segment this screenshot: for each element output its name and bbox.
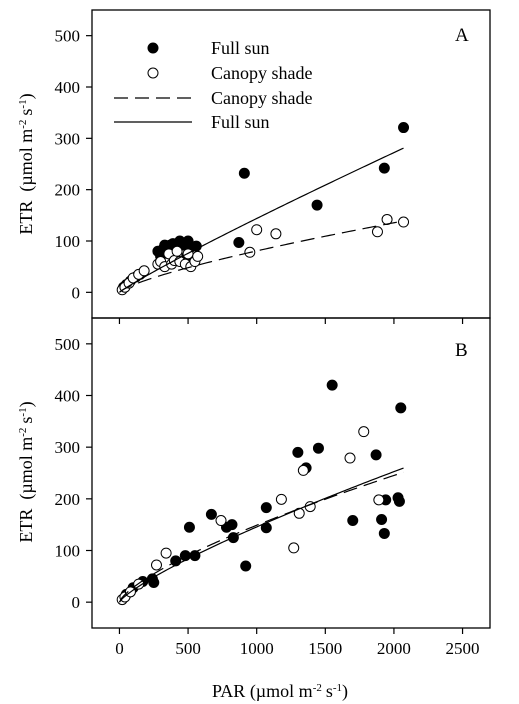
x-tick-label: 500	[175, 639, 201, 658]
x-tick-label: 1000	[240, 639, 274, 658]
legend-full-sun-fit-label: Full sun	[211, 112, 270, 132]
panel-b-full-sun-point	[183, 521, 195, 533]
x-tick-label: 1500	[308, 639, 342, 658]
panel-a-full-sun-fit-line	[119, 147, 404, 293]
x-tick-label: 2500	[446, 639, 480, 658]
panel-b-full-sun-point	[393, 495, 405, 507]
panel-b-canopy-shade-point	[373, 494, 385, 506]
panel-b-full-sun-point	[326, 379, 338, 391]
panel-a-letter: A	[455, 25, 469, 46]
panel-b-y-tick-label: 0	[72, 593, 81, 612]
panel-b-letter: B	[455, 340, 468, 361]
panel-a-plot: A Full sun Canopy shade Canopy shade Ful…	[16, 9, 491, 319]
panel-b-canopy-shade-point	[358, 426, 370, 438]
panel-b-canopy-shade-point	[275, 493, 287, 505]
panel-a-full-sun-point	[398, 122, 410, 134]
x-tick-label: 2000	[377, 639, 411, 658]
panel-b-frame	[91, 317, 491, 629]
panel-b-y-tick-label: 400	[55, 387, 81, 406]
panel-b-full-sun-point	[292, 446, 304, 458]
panel-a-frame	[91, 9, 491, 319]
panel-a-y-tick-label: 100	[55, 232, 81, 251]
panel-b-y-tick-label: 500	[55, 335, 81, 354]
panel-b-full-sun-fit-line	[118, 467, 404, 603]
panel-b-full-sun-point	[378, 527, 390, 539]
panel-b-canopy-shade-fit-line	[118, 471, 404, 603]
panel-b-full-sun-point	[170, 555, 182, 567]
panel-a-full-sun-point	[311, 199, 323, 211]
panel-a-canopy-shade-point	[371, 226, 383, 238]
panel-a-y-tick-label: 500	[55, 27, 81, 46]
panel-a-canopy-shade-point	[251, 224, 263, 236]
panel-a-full-sun-point	[233, 237, 245, 249]
panel-b-full-sun-point	[226, 519, 238, 531]
panel-b-y-tick-label: 200	[55, 490, 81, 509]
panel-b-full-sun-point	[347, 515, 359, 527]
panel-a-full-sun-point	[238, 167, 250, 179]
legend-canopy-shade-marker	[147, 67, 159, 79]
panel-b-canopy-shade-point	[297, 464, 309, 476]
panel-b-y-axis-title: ETR(µmol m-2s-1)	[16, 401, 37, 542]
panel-b-y-tick-label: 100	[55, 542, 81, 561]
panel-b-canopy-shade-point	[288, 542, 300, 554]
panel-b-full-sun-point	[260, 502, 272, 514]
panel-a-canopy-shade-point	[192, 250, 204, 262]
panel-a-y-axis-title: ETR(µmol m-2s-1)	[16, 93, 37, 234]
panel-b-y-tick-label: 300	[55, 438, 81, 457]
panel-a-canopy-shade-point	[171, 245, 183, 257]
panel-b-full-sun-point	[240, 560, 252, 572]
legend-full-sun-points-label: Full sun	[211, 38, 270, 58]
panel-a-canopy-shade-point	[138, 265, 150, 277]
panel-b-canopy-shade-point	[344, 452, 356, 464]
panel-a-canopy-shade-fit-line	[119, 220, 404, 293]
panel-a-canopy-shade-point	[398, 216, 410, 228]
chart-marks: 0 100 200 300 400 500 0 100 200 300 400 500 0 500 1000…	[55, 27, 480, 658]
legend: Full sun Canopy shade Canopy shade Full …	[114, 38, 312, 132]
panel-a-y-tick-label: 300	[55, 129, 81, 148]
legend-canopy-shade-fit-label: Canopy shade	[211, 88, 312, 108]
panel-b-full-sun-point	[376, 514, 388, 525]
panel-b-full-sun-point	[205, 508, 217, 520]
legend-full-sun-marker	[147, 42, 159, 54]
panel-a-y-tick-label: 0	[72, 283, 81, 302]
panel-b-plot: B ETR(µmol m-2s-1) PAR (µmol m-2 s-1)	[16, 317, 491, 702]
panel-a-full-sun-point	[378, 162, 390, 174]
x-axis-title: PAR (µmol m-2 s-1)	[212, 681, 348, 702]
panel-a-canopy-shade-point	[270, 228, 282, 240]
panel-b-canopy-shade-point	[160, 547, 172, 559]
panel-a-y-tick-label: 400	[55, 78, 81, 97]
legend-canopy-shade-points-label: Canopy shade	[211, 63, 312, 83]
panel-b-full-sun-point	[312, 442, 324, 454]
panel-a-y-tick-label: 200	[55, 181, 81, 200]
panel-b-full-sun-point	[395, 402, 407, 414]
panel-b-canopy-shade-point	[151, 559, 162, 571]
x-tick-label: 0	[115, 639, 124, 658]
panel-b-canopy-shade-point	[215, 515, 227, 527]
panel-b-full-sun-point	[370, 449, 382, 461]
